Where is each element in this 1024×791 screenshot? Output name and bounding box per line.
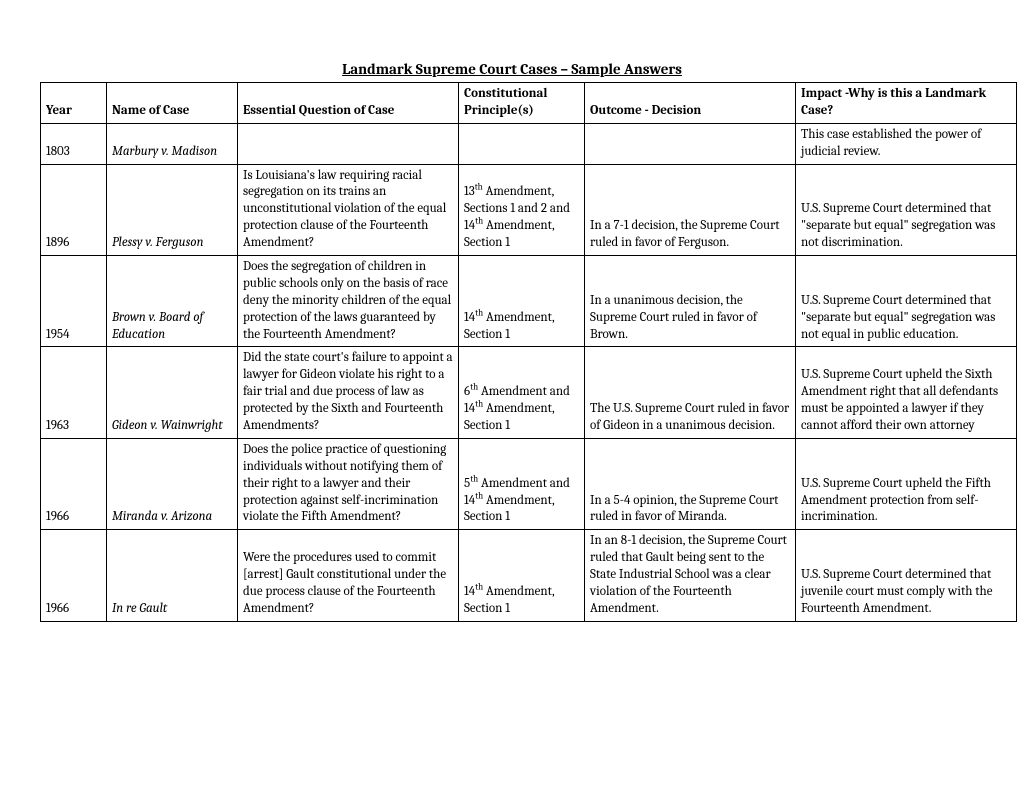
col-case: Name of Case xyxy=(107,83,238,124)
cell-year: 1954 xyxy=(41,256,107,347)
cell-case: Miranda v. Arizona xyxy=(107,438,238,529)
cell-principle: 14th Amendment, Section 1 xyxy=(459,530,585,621)
cell-outcome: In a 7-1 decision, the Supreme Court rul… xyxy=(585,164,796,255)
cell-impact: U.S. Supreme Court determined that "sepa… xyxy=(796,164,1017,255)
cell-principle: 14th Amendment, Section 1 xyxy=(459,256,585,347)
cell-impact: U.S. Supreme Court determined that "sepa… xyxy=(796,256,1017,347)
cell-principle: 6th Amendment and 14th Amendment, Sectio… xyxy=(459,347,585,438)
cell-year: 1963 xyxy=(41,347,107,438)
cell-question: Is Louisiana's law requiring racial segr… xyxy=(238,164,459,255)
cell-year: 1966 xyxy=(41,438,107,529)
cell-case: Marbury v. Madison xyxy=(107,123,238,164)
cell-year: 1966 xyxy=(41,530,107,621)
table-row: 1966In re GaultWere the procedures used … xyxy=(41,530,1017,621)
page-title: Landmark Supreme Court Cases – Sample An… xyxy=(40,60,984,78)
table-row: 1966Miranda v. ArizonaDoes the police pr… xyxy=(41,438,1017,529)
col-impact: Impact -Why is this a Landmark Case? xyxy=(796,83,1017,124)
cell-question: Does the segregation of children in publ… xyxy=(238,256,459,347)
cell-year: 1896 xyxy=(41,164,107,255)
cell-question: Does the police practice of questioning … xyxy=(238,438,459,529)
cell-impact: U.S. Supreme Court determined that juven… xyxy=(796,530,1017,621)
col-year: Year xyxy=(41,83,107,124)
table-row: 1954Brown v. Board of EducationDoes the … xyxy=(41,256,1017,347)
cell-question: Were the procedures used to commit [arre… xyxy=(238,530,459,621)
cell-outcome: In a 5-4 opinion, the Supreme Court rule… xyxy=(585,438,796,529)
cell-case: Plessy v. Ferguson xyxy=(107,164,238,255)
cell-impact: U.S. Supreme Court upheld the Fifth Amen… xyxy=(796,438,1017,529)
cell-principle: 13th Amendment, Sections 1 and 2 and 14t… xyxy=(459,164,585,255)
cell-case: Gideon v. Wainwright xyxy=(107,347,238,438)
table-row: 1896Plessy v. FergusonIs Louisiana's law… xyxy=(41,164,1017,255)
cases-table: Year Name of Case Essential Question of … xyxy=(40,82,1017,622)
cell-impact: U.S. Supreme Court upheld the Sixth Amen… xyxy=(796,347,1017,438)
table-row: 1803Marbury v. Madison This case establis… xyxy=(41,123,1017,164)
col-principle: Constitutional Principle(s) xyxy=(459,83,585,124)
cell-outcome xyxy=(585,123,796,164)
cell-case: In re Gault xyxy=(107,530,238,621)
cell-impact: This case established the power of judic… xyxy=(796,123,1017,164)
table-body: 1803Marbury v. Madison This case establis… xyxy=(41,123,1017,621)
cell-year: 1803 xyxy=(41,123,107,164)
col-outcome: Outcome - Decision xyxy=(585,83,796,124)
cell-outcome: In an 8-1 decision, the Supreme Court ru… xyxy=(585,530,796,621)
cell-question: Did the state court's failure to appoint… xyxy=(238,347,459,438)
cell-principle: 5th Amendment and 14th Amendment, Sectio… xyxy=(459,438,585,529)
col-question: Essential Question of Case xyxy=(238,83,459,124)
cell-principle xyxy=(459,123,585,164)
cell-question xyxy=(238,123,459,164)
cell-outcome: In a unanimous decision, the Supreme Cou… xyxy=(585,256,796,347)
cell-outcome: The U.S. Supreme Court ruled in favor of… xyxy=(585,347,796,438)
header-row: Year Name of Case Essential Question of … xyxy=(41,83,1017,124)
cell-case: Brown v. Board of Education xyxy=(107,256,238,347)
table-row: 1963Gideon v. WainwrightDid the state co… xyxy=(41,347,1017,438)
